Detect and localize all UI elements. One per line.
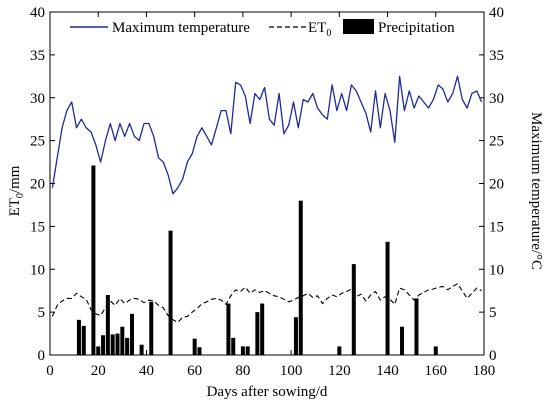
precipitation-bar <box>197 347 201 355</box>
x-tick-label: 160 <box>425 363 448 379</box>
precipitation-bars <box>77 165 438 355</box>
precipitation-bar <box>352 264 356 355</box>
precipitation-bar <box>241 346 245 355</box>
y-right-tick-label: 25 <box>489 134 504 150</box>
precipitation-bar <box>400 327 404 355</box>
precipitation-bar <box>294 317 298 355</box>
y-left-tick-label: 40 <box>30 5 45 21</box>
legend: Maximum temperature ET0 Precipitation <box>70 19 455 39</box>
y-left-tick-label: 5 <box>38 305 46 321</box>
series-lines <box>52 76 481 322</box>
precipitation-bar <box>82 326 86 355</box>
max-temperature-line <box>52 76 481 194</box>
y-left-tick-label: 15 <box>30 219 45 235</box>
y-axis-left-title: ET0/mm <box>7 165 26 216</box>
precipitation-bar <box>101 335 105 355</box>
precipitation-bar <box>246 346 250 355</box>
y-right-tick-label: 10 <box>489 262 504 278</box>
precipitation-bar <box>226 304 230 355</box>
precipitation-bar <box>193 339 197 355</box>
precipitation-bar <box>125 338 129 355</box>
precipitation-bar <box>120 327 124 355</box>
legend-precip-swatch <box>343 19 374 34</box>
precipitation-bar <box>434 346 438 355</box>
x-tick-label: 120 <box>328 363 351 379</box>
x-tick-label: 40 <box>139 363 154 379</box>
legend-tmax-label: Maximum temperature <box>112 20 250 36</box>
precipitation-bar <box>149 302 153 355</box>
x-tick-label: 20 <box>91 363 106 379</box>
x-tick-label: 0 <box>46 363 54 379</box>
precipitation-bar <box>77 320 81 355</box>
y-left-tick-label: 30 <box>30 91 45 107</box>
precipitation-bar <box>140 345 144 355</box>
legend-precip-label: Precipitation <box>378 20 455 36</box>
y-left-tick-label: 0 <box>38 348 46 364</box>
legend-et0-main: ET <box>308 20 326 36</box>
precipitation-bar <box>91 165 95 355</box>
y-right-tick-label: 5 <box>489 305 497 321</box>
x-axis-title: Days after sowing/d <box>207 384 328 400</box>
y-left-tick-label: 20 <box>30 177 45 193</box>
y-right-tick-label: 40 <box>489 5 504 21</box>
x-tick-label: 60 <box>187 363 202 379</box>
precipitation-bar <box>231 338 235 355</box>
y-left-unit: /mm <box>7 165 23 193</box>
y-right-tick-label: 35 <box>489 48 504 64</box>
y-right-tick-label: 20 <box>489 177 504 193</box>
x-tick-label: 140 <box>376 363 399 379</box>
axes-layer <box>50 12 484 355</box>
y-left-tick-label: 10 <box>30 262 45 278</box>
x-tick-label: 100 <box>280 363 303 379</box>
y-right-tick-label: 30 <box>489 91 504 107</box>
y-left-tick-label: 25 <box>30 134 45 150</box>
y-axis-right-title: Maximum temperature/°C <box>528 112 544 270</box>
precipitation-bar <box>299 201 303 355</box>
precipitation-bar <box>255 312 259 355</box>
legend-et0-label: ET0 <box>308 20 331 39</box>
x-tick-label: 80 <box>235 363 250 379</box>
precipitation-bar <box>96 346 100 355</box>
x-tick-label: 180 <box>473 363 496 379</box>
plot-frame <box>50 12 484 355</box>
legend-et0-sub: 0 <box>326 28 331 39</box>
precipitation-bar <box>111 334 115 355</box>
precipitation-bar <box>169 231 173 355</box>
precipitation-bar <box>337 346 341 355</box>
y-left-tick-label: 35 <box>30 48 45 64</box>
y-right-tick-label: 15 <box>489 219 504 235</box>
y-left-main: ET <box>7 198 23 216</box>
precipitation-bar <box>414 298 418 355</box>
y-right-tick-label: 0 <box>489 348 497 364</box>
precipitation-bar <box>116 334 120 355</box>
precipitation-bar <box>130 314 134 355</box>
precipitation-bar <box>260 304 264 355</box>
